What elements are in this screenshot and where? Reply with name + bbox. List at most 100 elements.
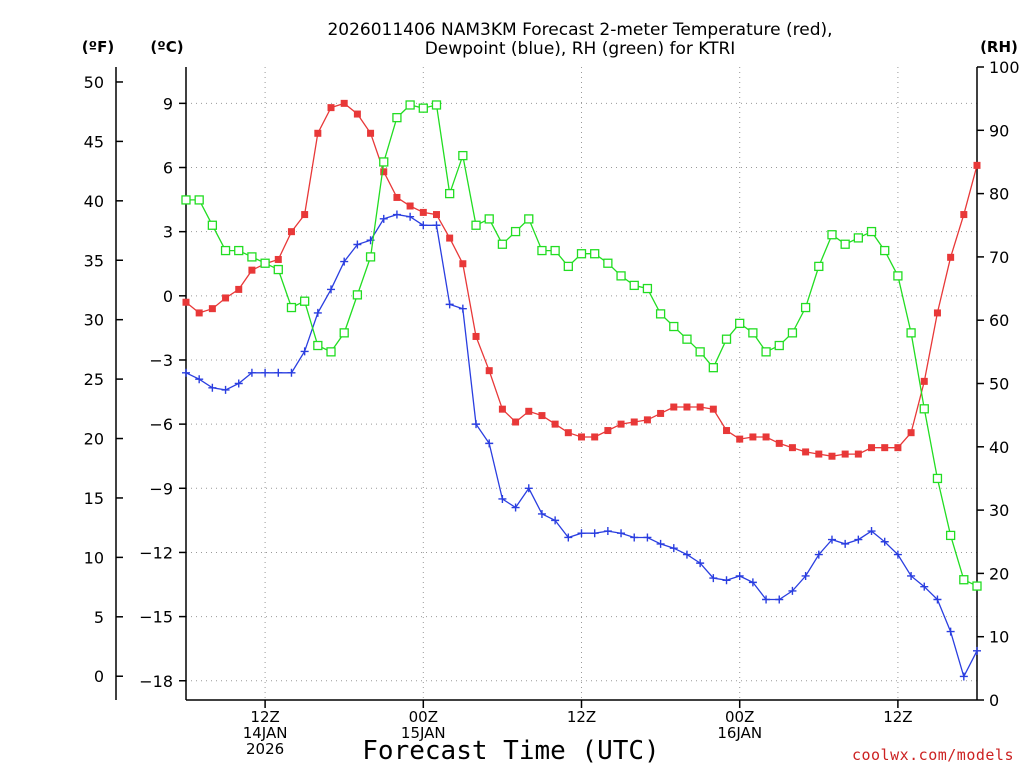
dewpoint-point [946,627,955,636]
rh-point [774,340,784,351]
dewpoint-point [234,379,243,388]
fahrenheit-tick-label: 50 [84,73,104,92]
fahrenheit-tick-label: 40 [84,192,104,211]
dewpoint-point [617,529,626,538]
temperature-point [459,260,467,268]
dewpoint-point [682,550,691,559]
temperature-point [604,427,612,435]
temperature-point [709,405,717,413]
temperature-point [973,161,981,169]
fahrenheit-tick-label: 15 [84,489,104,508]
rh-point [721,334,732,344]
temperature-point [472,332,480,340]
rh-point [497,239,508,249]
rh-point [669,321,679,332]
temperature-point [314,129,322,137]
temperature-point [564,429,572,437]
temperature-point [775,439,783,447]
rh-point [893,271,903,281]
celsius-tick-label: −9 [149,479,173,498]
rh-point [827,230,837,240]
temperature-point [736,435,744,443]
temperature-point [340,99,348,107]
dewpoint-point [195,375,204,384]
rh-tick-label: 30 [989,501,1009,520]
rh-point [405,100,415,110]
celsius-tick-label: −18 [139,672,173,691]
temperature-point [643,416,651,424]
rh-point [181,195,191,205]
fahrenheit-tick-label: 30 [84,311,104,330]
dewpoint-point [762,595,771,604]
time-tick-label: 15JAN [401,724,446,742]
tick-labels: 05101520253035404550−18−15−12−9−6−303690… [84,58,1020,758]
rh-point [418,103,428,113]
temperature-point [907,429,915,437]
dewpoint-point [353,240,362,249]
dewpoint-point [182,368,190,377]
rh-point [339,328,349,338]
dewpoint-point [590,529,599,538]
gridlines [186,67,977,700]
rh-point [445,188,455,199]
rh-point [379,157,389,167]
axes [115,66,984,708]
dewpoint-point [564,533,573,542]
celsius-tick-label: −3 [149,351,173,370]
rh-point [761,347,771,357]
rh-tick-label: 10 [989,628,1009,647]
rh-point [458,150,468,161]
rh-point [787,328,798,338]
fahrenheit-unit-label: (ºF) [82,38,114,56]
rh-unit-label: (RH) [980,38,1018,56]
rh-point [616,271,626,281]
dewpoint-point [669,544,678,553]
rh-point [866,226,877,237]
rh-tick-label: 100 [989,58,1020,77]
temperature-point [802,448,810,456]
dewpoint-point [775,595,784,604]
celsius-tick-label: −15 [139,608,173,627]
fahrenheit-tick-label: 20 [84,430,104,449]
temperature-point [195,309,203,317]
dewpoint-point [313,308,322,317]
temperature-point [393,193,401,201]
dewpoint-point [933,595,942,604]
rh-point [853,233,863,243]
rh-point [800,302,811,313]
rh-point [365,252,376,262]
temperature-point [947,253,955,261]
dewpoint-point [261,368,270,377]
rh-point [550,245,560,256]
temperature-point [854,450,862,458]
temperature-point [723,427,731,435]
dewpoint-point [959,672,968,681]
rh-point [932,473,943,484]
rh-tick-label: 70 [989,248,1009,267]
temperature-line [185,102,978,457]
temperature-point [353,110,361,118]
dewpoint-point [973,646,981,655]
rh-point [906,328,916,338]
celsius-tick-label: 9 [163,94,173,113]
rh-point [484,214,494,224]
dewpoint-point [537,509,546,518]
dewpoint-point [432,221,441,230]
rh-point [247,252,257,262]
rh-tick-label: 40 [989,438,1009,457]
dewpoint-point [696,559,705,568]
dewpoint-point [485,439,494,448]
dewpoint-point [379,214,388,223]
fahrenheit-tick-label: 45 [84,132,104,151]
dewpoint-point [247,368,256,377]
temperature-point [248,266,256,274]
temperature-point [538,412,546,420]
temperature-point [894,444,902,452]
fahrenheit-tick-label: 10 [84,548,104,567]
dewpoint-point [603,527,612,536]
rh-point [748,328,758,338]
rh-point [234,245,244,256]
data-series [181,99,982,681]
temperature-point [327,104,335,112]
rh-point [194,195,204,205]
